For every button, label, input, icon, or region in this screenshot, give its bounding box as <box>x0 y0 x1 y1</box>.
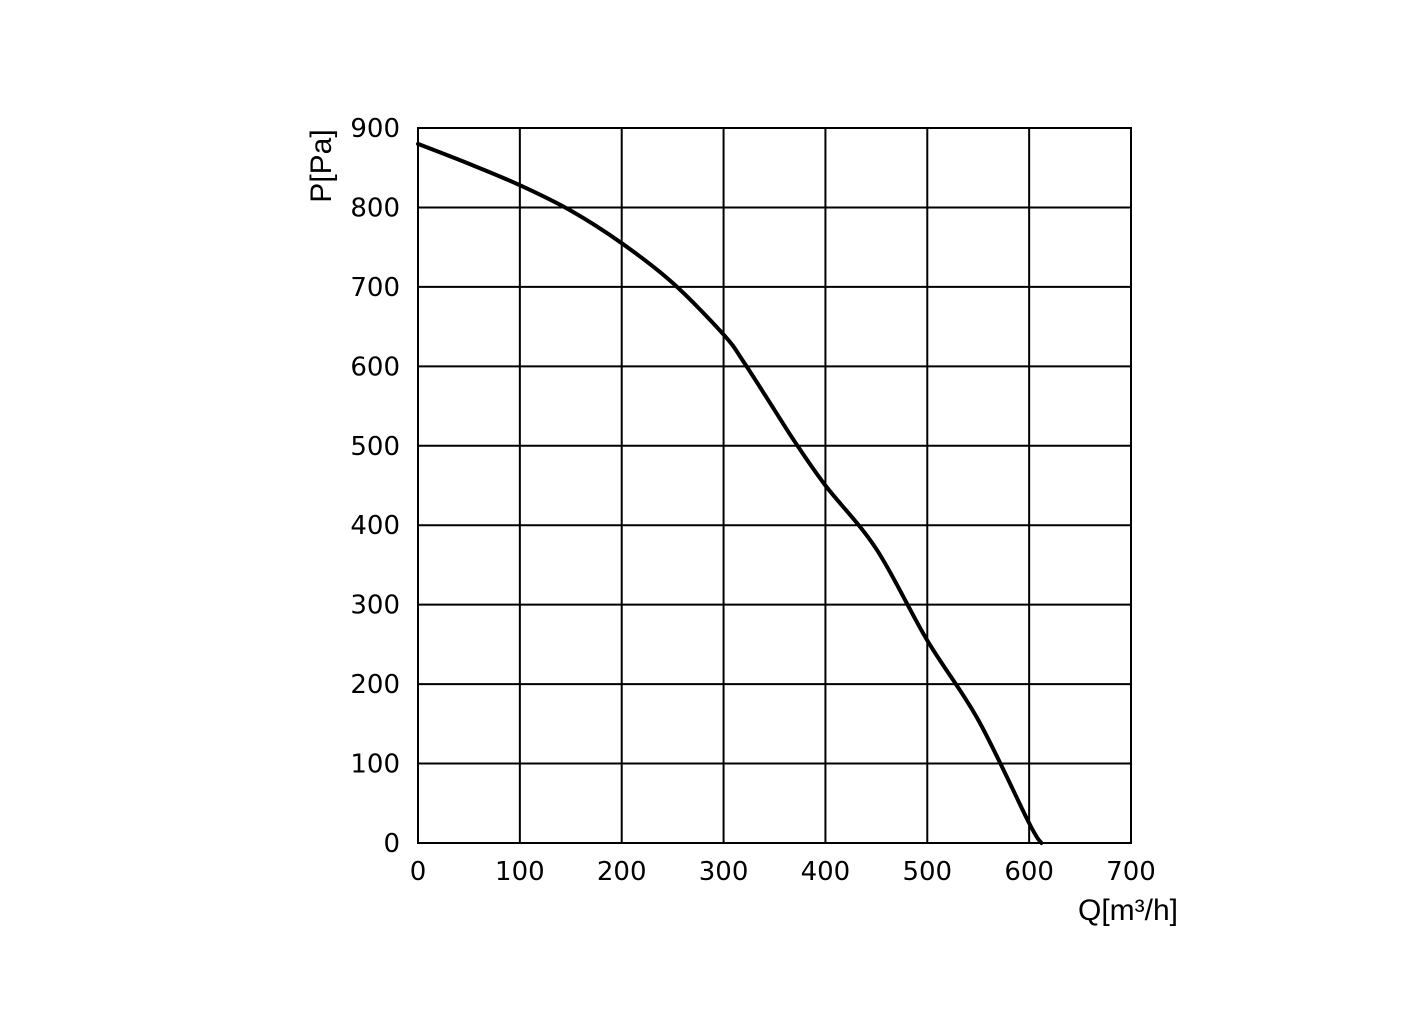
x-tick-label: 700 <box>1106 857 1156 887</box>
y-axis-title: P[Pa] <box>305 129 338 202</box>
x-tick-label: 400 <box>801 857 851 887</box>
x-tick-label: 600 <box>1004 857 1054 887</box>
x-tick-label: 300 <box>699 857 749 887</box>
y-tick-label: 0 <box>383 829 400 859</box>
x-axis-title: Q[m³/h] <box>1078 894 1178 927</box>
y-tick-label: 800 <box>350 193 400 223</box>
grid <box>417 127 1132 844</box>
y-tick-label: 700 <box>350 273 400 303</box>
x-tick-label: 200 <box>597 857 647 887</box>
x-tick-label: 0 <box>410 857 427 887</box>
y-tick-label: 900 <box>350 114 400 144</box>
series-group <box>416 141 1044 845</box>
y-tick-label: 300 <box>350 591 400 621</box>
y-tick-label: 600 <box>350 352 400 382</box>
y-tick-label: 100 <box>350 750 400 780</box>
x-tick-label: 500 <box>902 857 952 887</box>
y-tick-label: 500 <box>350 432 400 462</box>
y-tick-label: 200 <box>350 670 400 700</box>
plot-frame <box>417 127 1132 844</box>
x-tick-labels: 0 100 200 300 400 500 600 700 <box>410 857 1156 887</box>
y-tick-labels: 0 100 200 300 400 500 600 700 800 900 <box>350 114 400 859</box>
series-line-0 <box>416 141 1044 845</box>
x-tick-label: 100 <box>495 857 545 887</box>
y-tick-label: 400 <box>350 511 400 541</box>
